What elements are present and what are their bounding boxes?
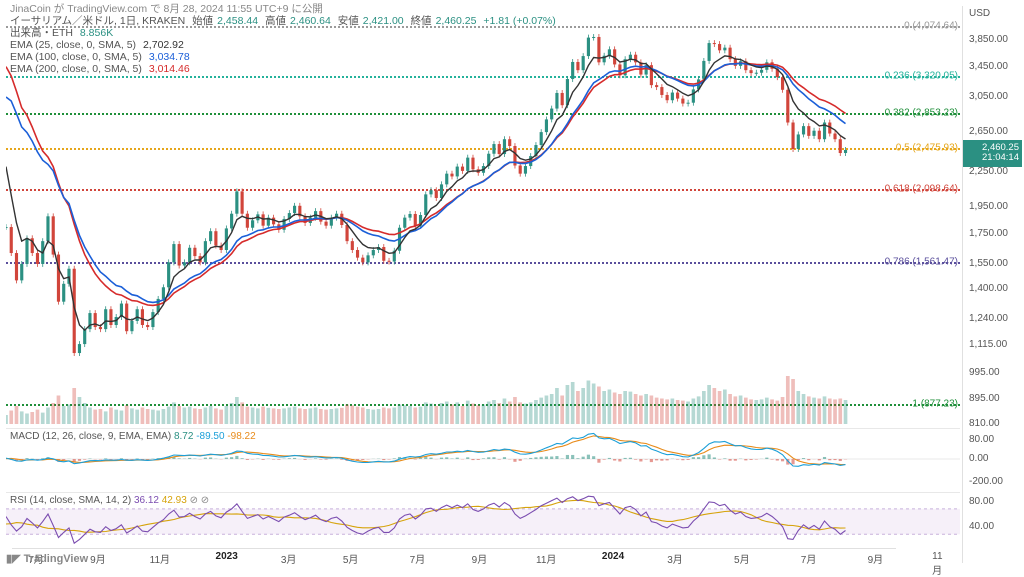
time-tick: 9月 bbox=[90, 551, 106, 566]
price-tick: 895.00 bbox=[969, 393, 1000, 404]
macd-label: MACD (12, 26, close, 9, EMA, EMA) 8.72 -… bbox=[10, 431, 256, 442]
chart-container[interactable]: JinaCoin が TradingView.com で 8月 28, 2024… bbox=[6, 6, 960, 563]
tradingview-logo: ▮◤ TradingView bbox=[6, 552, 88, 565]
time-tick: 9月 bbox=[472, 551, 488, 566]
macd-tick: 80.00 bbox=[969, 434, 994, 445]
time-tick: 2023 bbox=[216, 551, 238, 562]
price-tick: 1,400.00 bbox=[969, 283, 1008, 294]
price-axis[interactable]: USD 3,850.00 3,450.00 3,050.00 2,650.00 2,250… bbox=[962, 6, 1024, 563]
rsi-tick: 40.00 bbox=[969, 521, 994, 532]
last-price-badge: 2,460.2521:04:14 bbox=[963, 140, 1022, 167]
time-tick: 7月 bbox=[410, 551, 426, 566]
header-row: EMA (200, close, 0, SMA, 5) 3,014.46 bbox=[6, 62, 198, 78]
time-tick: 5月 bbox=[343, 551, 359, 566]
price-tick: USD bbox=[969, 8, 990, 19]
rsi-tick: 80.00 bbox=[969, 496, 994, 507]
time-axis[interactable]: 7月9月11月20233月5月7月9月11月20243月5月7月9月11月 bbox=[12, 548, 896, 564]
time-tick: 3月 bbox=[667, 551, 683, 566]
price-tick: 3,850.00 bbox=[969, 34, 1008, 45]
time-tick: 11月 bbox=[150, 551, 170, 566]
time-tick: 11月 bbox=[536, 551, 556, 566]
price-tick: 3,450.00 bbox=[969, 61, 1008, 72]
macd-tick: -200.00 bbox=[969, 476, 1003, 487]
time-tick: 7月 bbox=[801, 551, 817, 566]
time-tick: 9月 bbox=[868, 551, 884, 566]
price-tick: 1,115.00 bbox=[969, 339, 1007, 350]
macd-tick: 0.00 bbox=[969, 453, 988, 464]
time-tick: 11月 bbox=[932, 551, 942, 577]
time-tick: 2024 bbox=[602, 551, 624, 562]
time-tick: 5月 bbox=[734, 551, 750, 566]
price-tick: 3,050.00 bbox=[969, 91, 1008, 102]
price-tick: 995.00 bbox=[969, 367, 1000, 378]
price-tick: 1,750.00 bbox=[969, 228, 1008, 239]
price-tick: 810.00 bbox=[969, 418, 1000, 429]
price-tick: 1,950.00 bbox=[969, 201, 1008, 212]
price-tick: 2,250.00 bbox=[969, 166, 1008, 177]
price-tick: 1,550.00 bbox=[969, 258, 1008, 269]
time-tick: 3月 bbox=[281, 551, 297, 566]
rsi-label: RSI (14, close, SMA, 14, 2) 36.12 42.93 … bbox=[10, 495, 209, 506]
price-tick: 1,240.00 bbox=[969, 313, 1008, 324]
price-tick: 2,650.00 bbox=[969, 126, 1008, 137]
